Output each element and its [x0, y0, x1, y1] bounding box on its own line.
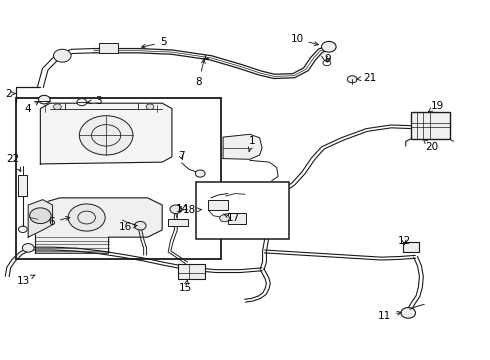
- Text: 16: 16: [119, 222, 138, 232]
- Text: 7: 7: [178, 151, 184, 161]
- Circle shape: [146, 104, 154, 110]
- Circle shape: [196, 170, 205, 177]
- Text: 2: 2: [5, 89, 15, 99]
- Circle shape: [134, 221, 146, 230]
- Text: 1: 1: [248, 136, 255, 152]
- Polygon shape: [28, 200, 52, 237]
- Bar: [178, 264, 204, 279]
- Text: 21: 21: [357, 73, 376, 83]
- Text: 4: 4: [24, 101, 39, 113]
- Bar: [196, 182, 289, 239]
- Circle shape: [347, 76, 357, 83]
- Circle shape: [220, 215, 229, 222]
- Circle shape: [53, 49, 71, 62]
- Text: 19: 19: [428, 101, 444, 112]
- Circle shape: [38, 95, 50, 104]
- Polygon shape: [40, 103, 172, 164]
- Text: 22: 22: [7, 154, 21, 171]
- Bar: [168, 219, 188, 226]
- Text: 15: 15: [179, 280, 193, 293]
- Text: 5: 5: [142, 37, 167, 48]
- Text: 9: 9: [324, 54, 331, 64]
- Text: 10: 10: [291, 34, 318, 46]
- Circle shape: [77, 99, 87, 106]
- Bar: [403, 242, 419, 252]
- Text: 17: 17: [223, 212, 240, 222]
- Text: 18: 18: [183, 205, 202, 215]
- Bar: [16, 98, 220, 258]
- Text: 11: 11: [378, 311, 401, 321]
- Bar: [19, 175, 27, 196]
- Circle shape: [68, 204, 105, 231]
- Circle shape: [321, 41, 336, 52]
- Bar: [411, 112, 450, 139]
- Circle shape: [30, 208, 51, 224]
- Polygon shape: [223, 134, 262, 159]
- Bar: [228, 213, 246, 224]
- Circle shape: [23, 244, 34, 252]
- Circle shape: [79, 116, 133, 155]
- Text: 12: 12: [397, 237, 411, 247]
- Circle shape: [53, 104, 61, 110]
- Text: 3: 3: [88, 96, 101, 107]
- Circle shape: [170, 205, 182, 213]
- Text: 14: 14: [175, 203, 189, 213]
- Circle shape: [401, 307, 416, 318]
- Bar: [208, 200, 228, 210]
- Text: 20: 20: [423, 139, 439, 152]
- Bar: [99, 43, 118, 53]
- Polygon shape: [35, 198, 162, 253]
- Text: 13: 13: [16, 275, 35, 286]
- Text: 6: 6: [49, 216, 70, 227]
- Text: 8: 8: [196, 59, 205, 87]
